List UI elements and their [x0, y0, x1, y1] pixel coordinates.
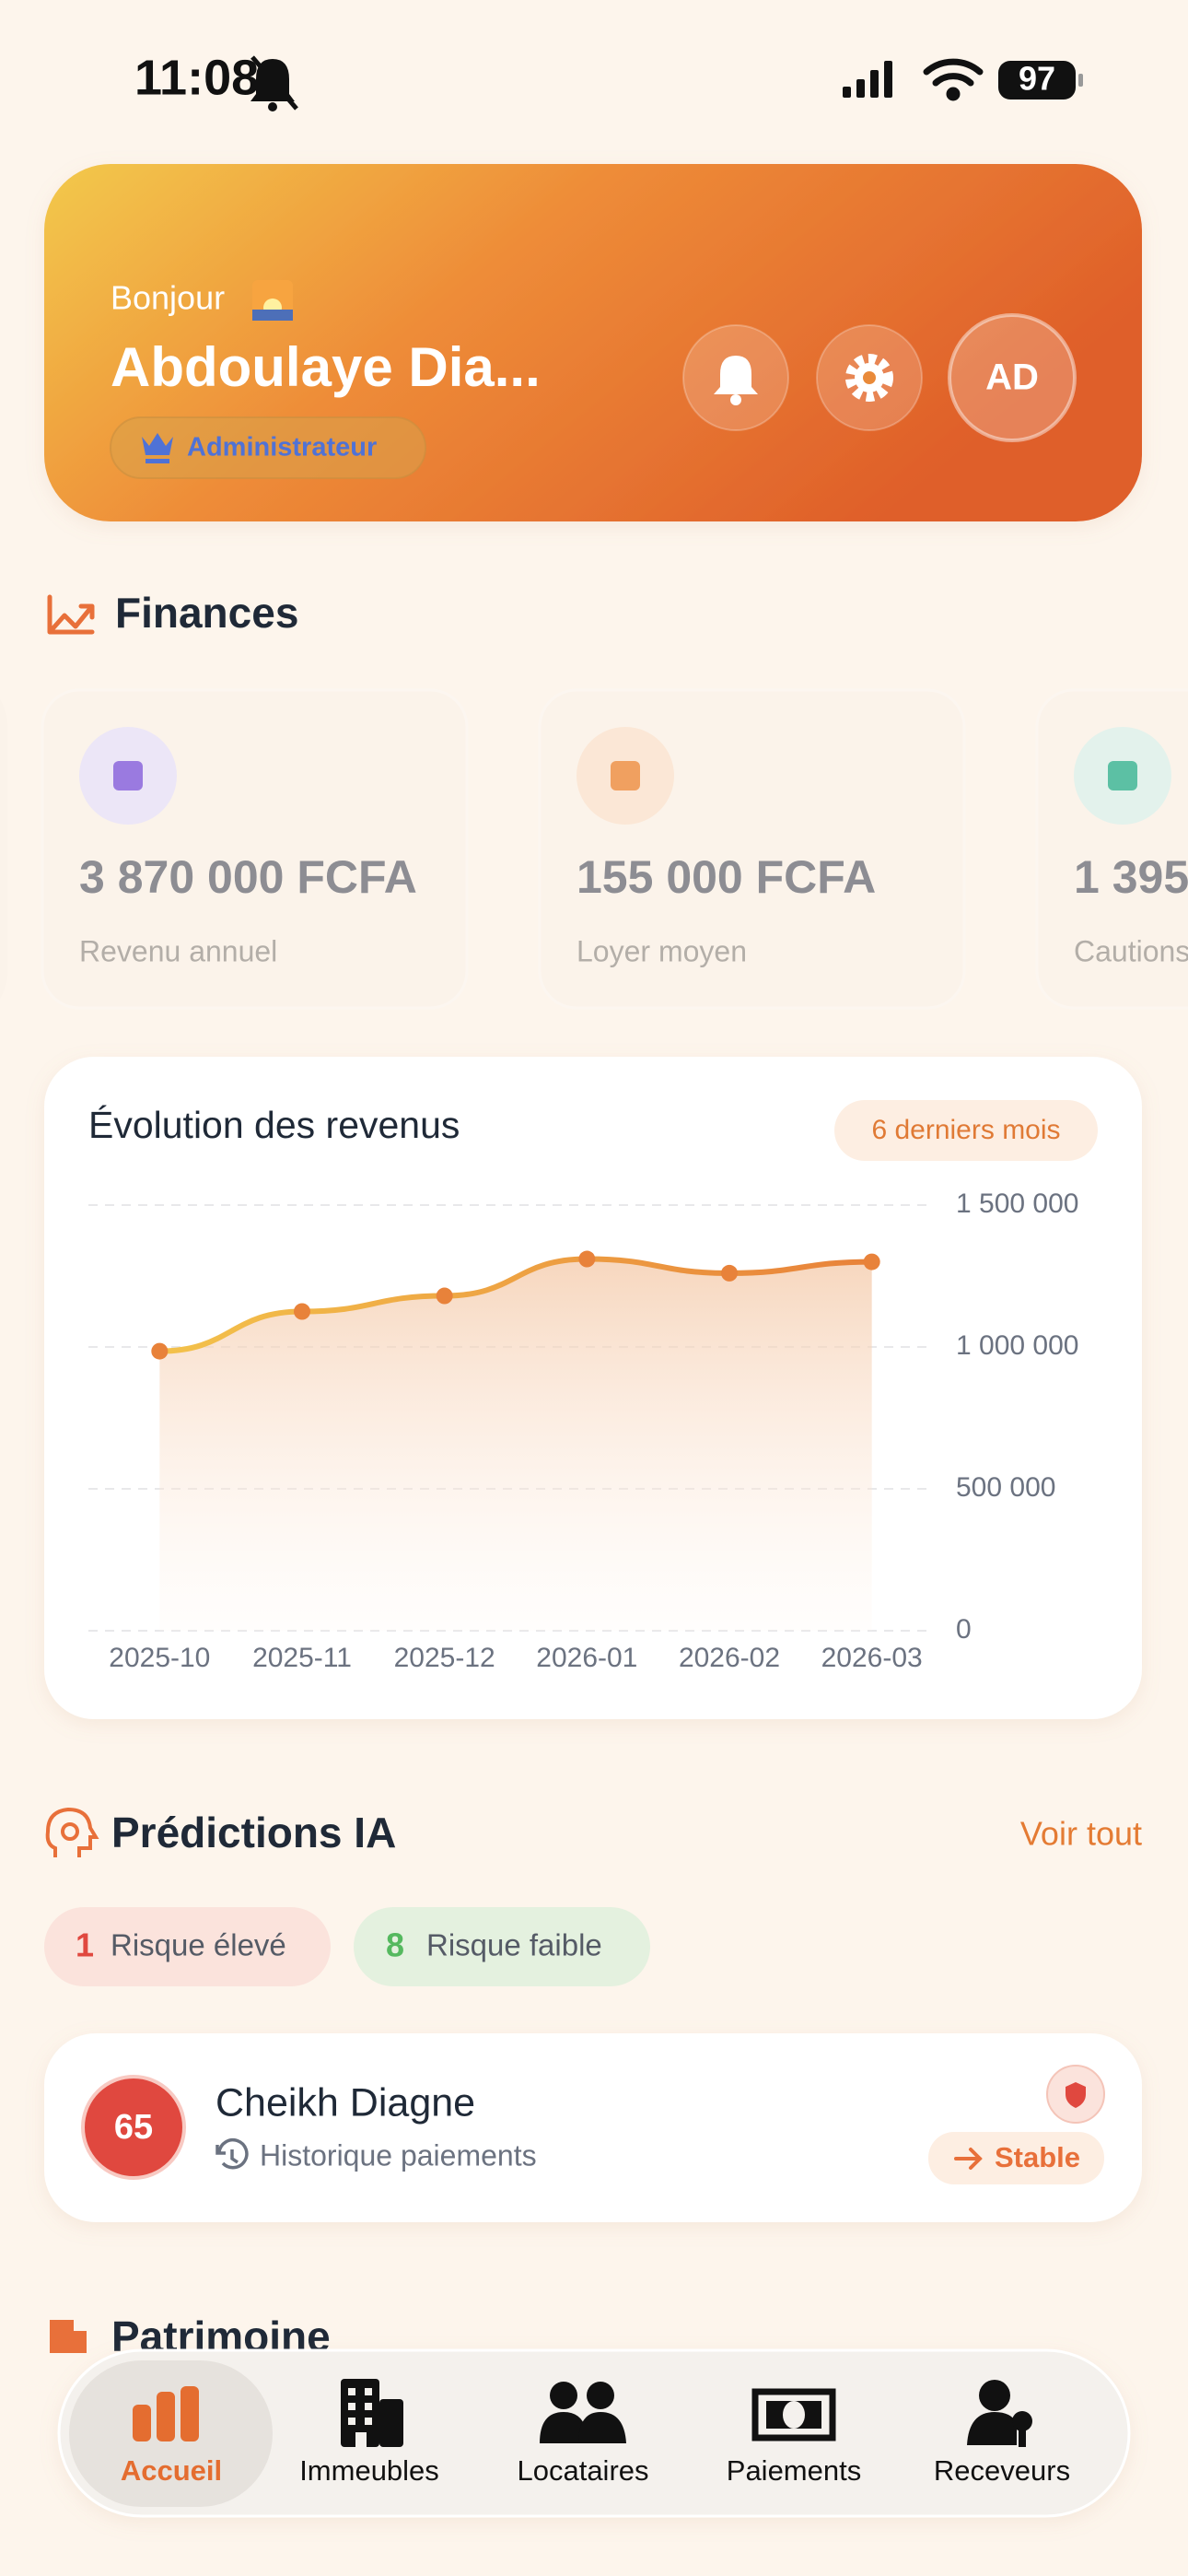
point: [436, 1287, 453, 1305]
shield-icon: [1066, 2082, 1086, 2108]
point: [294, 1303, 310, 1320]
section-title: Prédictions IA: [111, 1809, 396, 1856]
signal-icon: [843, 61, 892, 98]
stat-label: Cautions dét: [1074, 934, 1188, 967]
tenant-name: Cheikh Diagne: [215, 2080, 475, 2125]
mute-icon: [250, 55, 298, 111]
battery-tip: [1078, 74, 1083, 87]
battery: [998, 61, 1076, 100]
risk-count: 8: [386, 1926, 404, 1964]
detail: Historique paiements: [260, 2138, 537, 2172]
tab-label[interactable]: Immeubles: [299, 2454, 439, 2487]
tab-icon: [133, 2386, 199, 2441]
period-pill[interactable]: [834, 1100, 1098, 1161]
chart-icon: [47, 594, 95, 635]
greeting: Bonjour: [111, 279, 225, 317]
x-tick-label: 2025-10: [109, 1643, 210, 1673]
prediction-card[interactable]: 65 Cheikh Diagne Historique paiements St…: [44, 2033, 1142, 2222]
x-tick-label: 2026-01: [536, 1643, 637, 1673]
stat-label: Revenu annuel: [79, 934, 277, 967]
chart-title: Évolution des revenus: [88, 1104, 460, 1146]
tab-icon: [540, 2382, 626, 2443]
avatar-button[interactable]: AD: [948, 313, 1077, 442]
crown-icon: [142, 433, 173, 463]
y-tick-label: 1 000 000: [956, 1330, 1078, 1361]
x-tick-label: 2026-03: [821, 1643, 923, 1673]
card-bg: [44, 2033, 1142, 2222]
see-all-link[interactable]: Voir tout: [1020, 1815, 1142, 1853]
tab-icon: [967, 2380, 1032, 2447]
point: [151, 1342, 169, 1360]
trend-pill: [928, 2132, 1104, 2184]
tab-label[interactable]: Receveurs: [934, 2454, 1070, 2487]
sunrise-emoji: [252, 280, 293, 321]
stat-card-partial: [0, 699, 7, 999]
stat-card: 155 000 FCFA Loyer moyen: [538, 688, 966, 1010]
line: [157, 1256, 875, 1354]
stat-value: 155 000 FCFA: [577, 851, 876, 903]
risk-pill[interactable]: [44, 1907, 331, 1986]
tab-label[interactable]: Locataires: [517, 2454, 648, 2487]
stat-card: 1 395 00 Cautions dét: [1035, 688, 1188, 1010]
x-tick-label: 2025-11: [252, 1643, 352, 1673]
score: 65: [114, 2108, 153, 2147]
tab-label[interactable]: Paiements: [727, 2454, 861, 2487]
history-icon: [215, 2137, 249, 2170]
y-tick-label: 1 500 000: [956, 1188, 1078, 1219]
avatar-initials: AD: [985, 357, 1039, 398]
period-label: 6 derniers mois: [871, 1115, 1060, 1145]
risk-label: Risque faible: [426, 1928, 602, 1962]
stat-value: 3 870 000 FCFA: [79, 851, 417, 903]
point: [578, 1250, 596, 1268]
icon: [1108, 761, 1137, 790]
icon: [113, 761, 143, 790]
brain-icon: [45, 1807, 99, 1857]
battery-level: 97: [1019, 60, 1055, 98]
settings-button[interactable]: [816, 324, 923, 431]
role-badge: [110, 416, 426, 479]
stat-cards: 3 870 000 FCFA Revenu annuel 155 000 FCFA L…: [41, 688, 1188, 1010]
point: [863, 1253, 880, 1270]
role-label: Administrateur: [187, 433, 377, 463]
clock: 11:08: [134, 50, 259, 105]
stat-card: 3 870 000 FCFA Revenu annuel: [41, 688, 469, 1010]
risk-pill[interactable]: [354, 1907, 650, 1986]
y-tick-label: 0: [956, 1614, 972, 1645]
y-tick-label: 500 000: [956, 1472, 1055, 1503]
arrow-icon: [954, 2148, 983, 2170]
x-tick-label: 2026-02: [679, 1643, 780, 1673]
wifi-icon: [923, 58, 984, 101]
section-title: Finances: [115, 589, 298, 637]
point: [721, 1264, 738, 1282]
risk-label: Risque élevé: [111, 1928, 286, 1962]
stat-value: 1 395 00: [1074, 851, 1188, 903]
building-icon: [50, 2320, 87, 2353]
notifications-button[interactable]: [682, 324, 789, 431]
stat-label: Loyer moyen: [577, 934, 747, 967]
area: [159, 1259, 872, 1631]
tab-labels: Accueil Immeubles Locataires Paiements Recev…: [121, 2454, 1070, 2487]
plot: 0 500 000 1 000 000 1 500 000 2025-10 2025-11…: [88, 1188, 1078, 1673]
tab-label[interactable]: Accueil: [121, 2454, 222, 2487]
risk-count: 1: [76, 1926, 94, 1964]
x-tick-label: 2025-12: [394, 1643, 495, 1673]
trend: Stable: [995, 2141, 1080, 2173]
score-circle: [81, 2075, 186, 2180]
tab-icon: [341, 2379, 403, 2447]
icon: [611, 761, 640, 790]
tab-icon: [751, 2388, 836, 2441]
user-name: Abdoulaye Dia...: [111, 336, 541, 398]
